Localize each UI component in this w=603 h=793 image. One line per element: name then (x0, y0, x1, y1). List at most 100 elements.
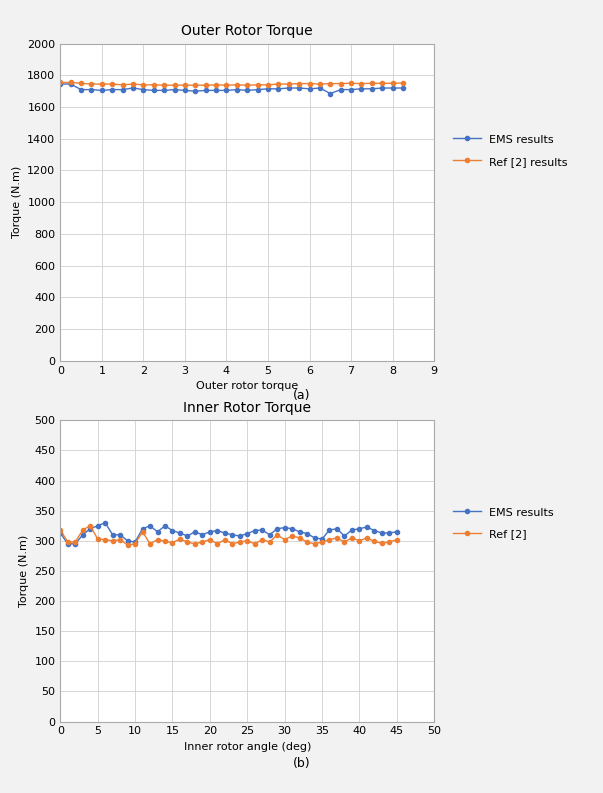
Ref [2] results (77, 79, 84, 88)
EMS results (199, 530, 206, 539)
EMS results (160, 86, 168, 95)
Y-axis label: Torque (N.m): Torque (N.m) (11, 166, 22, 239)
EMS results (393, 527, 400, 537)
Line: EMS results: EMS results (58, 521, 399, 546)
Ref [2] results (109, 79, 116, 89)
Ref [2] results (140, 80, 147, 90)
X-axis label: Outer rotor torque: Outer rotor torque (196, 381, 298, 391)
EMS results (72, 539, 79, 549)
Ref [2] (326, 534, 333, 544)
Ref [2] (213, 539, 221, 549)
EMS results (57, 79, 64, 89)
EMS results (333, 524, 341, 534)
EMS results (184, 531, 191, 541)
Ref [2] (162, 537, 169, 546)
Text: (a): (a) (292, 389, 311, 401)
EMS results (266, 530, 273, 539)
Ref [2] results (57, 78, 64, 87)
EMS results (318, 534, 326, 544)
Ref [2] (176, 534, 183, 544)
Ref [2] (386, 538, 393, 547)
EMS results (275, 84, 282, 94)
Ref [2] results (119, 80, 126, 90)
Ref [2] (169, 538, 176, 547)
Ref [2] (87, 521, 94, 531)
Ref [2] results (306, 79, 313, 88)
EMS results (274, 524, 281, 534)
Ref [2] results (150, 80, 157, 90)
EMS results (347, 85, 355, 94)
EMS results (229, 530, 236, 539)
EMS results (124, 536, 131, 546)
EMS results (150, 86, 157, 95)
Ref [2] (244, 536, 251, 546)
Ref [2] (199, 538, 206, 547)
Ref [2] (356, 536, 363, 546)
Ref [2] (288, 531, 295, 541)
Ref [2] (109, 536, 116, 546)
EMS results (101, 518, 109, 527)
Ref [2] (72, 538, 79, 547)
EMS results (131, 538, 139, 547)
Ref [2] (318, 538, 326, 547)
Ref [2] results (171, 80, 178, 90)
Ref [2] (274, 530, 281, 539)
EMS results (162, 521, 169, 531)
Ref [2] (251, 539, 258, 549)
Ref [2] results (317, 79, 324, 89)
Ref [2] results (399, 79, 406, 88)
EMS results (94, 521, 101, 531)
EMS results (337, 85, 344, 94)
EMS results (192, 86, 199, 96)
Ref [2] (124, 540, 131, 550)
EMS results (182, 86, 189, 95)
EMS results (116, 530, 124, 539)
EMS results (140, 85, 147, 94)
EMS results (79, 530, 86, 539)
EMS results (303, 529, 311, 538)
EMS results (386, 528, 393, 538)
Ref [2] (281, 534, 288, 544)
Y-axis label: Torque (N.m): Torque (N.m) (19, 534, 29, 607)
Title: Outer Rotor Torque: Outer Rotor Torque (182, 25, 313, 38)
EMS results (306, 84, 313, 94)
Ref [2] (333, 533, 341, 542)
EMS results (77, 85, 84, 94)
Ref [2] results (233, 80, 241, 90)
Ref [2] results (295, 79, 303, 88)
Ref [2] (116, 534, 124, 544)
Ref [2] (378, 538, 385, 548)
EMS results (264, 84, 271, 94)
Ref [2] (349, 533, 356, 542)
Ref [2] results (67, 78, 74, 87)
Ref [2] (303, 538, 311, 547)
EMS results (223, 86, 230, 95)
EMS results (154, 527, 161, 537)
X-axis label: Inner rotor angle (deg): Inner rotor angle (deg) (183, 742, 311, 752)
EMS results (57, 528, 64, 538)
EMS results (221, 528, 229, 538)
EMS results (191, 527, 198, 537)
Ref [2] results (98, 79, 106, 89)
Ref [2] results (389, 79, 396, 88)
EMS results (87, 524, 94, 534)
EMS results (147, 521, 154, 531)
EMS results (212, 86, 219, 95)
Ref [2] (296, 533, 303, 542)
EMS results (98, 86, 106, 95)
Ref [2] (371, 537, 378, 546)
EMS results (233, 85, 241, 94)
Ref [2] (101, 534, 109, 544)
EMS results (379, 83, 386, 93)
Ref [2] (311, 539, 318, 549)
EMS results (236, 531, 244, 541)
EMS results (327, 89, 334, 98)
EMS results (119, 85, 126, 94)
EMS results (171, 85, 178, 94)
Line: Ref [2] results: Ref [2] results (58, 80, 405, 87)
Ref [2] results (358, 79, 365, 88)
Ref [2] results (368, 79, 376, 88)
Ref [2] results (160, 80, 168, 90)
Ref [2] (139, 527, 146, 537)
Line: EMS results: EMS results (58, 82, 405, 96)
